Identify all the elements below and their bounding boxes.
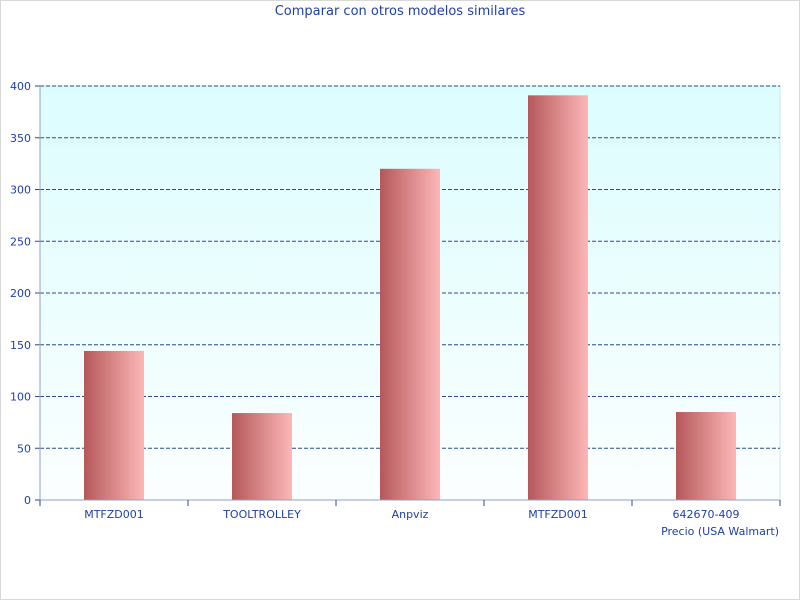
y-tick-label: 400 [10,80,31,93]
y-tick-label: 0 [24,494,31,507]
x-tick-label: TOOLTROLLEY [222,508,301,521]
chart-title: Comparar con otros modelos similares [274,4,526,19]
x-tick-label: MTFZD001 [528,508,588,521]
y-tick-label: 200 [10,287,31,300]
bar [380,168,440,501]
y-tick-label: 150 [10,339,31,352]
bar [528,95,588,500]
bars [84,95,736,501]
x-axis-label: Precio (USA Walmart) [661,525,779,538]
x-tick-label: 642670-409 [673,508,740,521]
y-tick-label: 350 [10,132,31,145]
bar [232,413,292,500]
x-tick-label: MTFZD001 [84,508,144,521]
bar [84,350,144,500]
bar [676,412,736,500]
y-tick-label: 50 [17,442,31,455]
x-tick-label: Anpviz [392,508,429,521]
axes: 0 50 100 150 200 250 300 350 400 MTFZD001 TOOLTROL… [10,80,781,521]
y-tick-label: 250 [10,235,31,248]
y-tick-label: 300 [10,184,31,197]
y-tick-label: 100 [10,391,31,404]
